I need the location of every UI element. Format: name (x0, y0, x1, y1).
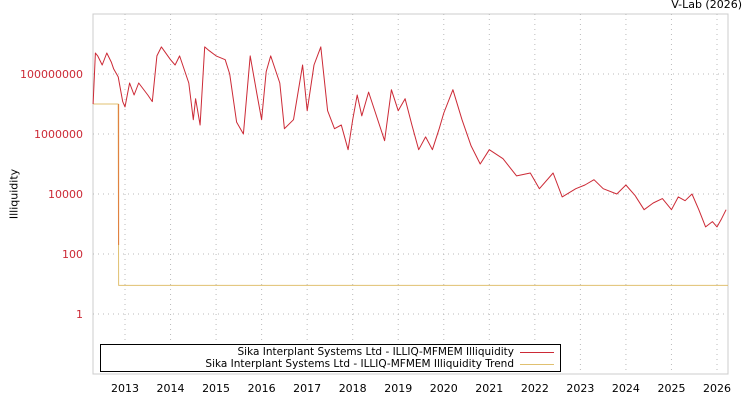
x-tick-label: 2025 (657, 382, 685, 395)
x-tick-label: 2021 (475, 382, 503, 395)
y-tick-label: 100000000 (20, 68, 83, 81)
x-tick-label: 2019 (384, 382, 412, 395)
legend-label-illiquidity: Sika Interplant Systems Ltd - ILLIQ-MFME… (237, 346, 514, 358)
chart-credit: V-Lab (2026) (671, 0, 742, 11)
x-tick-label: 2026 (703, 382, 731, 395)
legend-label-trend: Sika Interplant Systems Ltd - ILLIQ-MFME… (205, 358, 514, 370)
legend-swatch-illiquidity (520, 351, 554, 353)
y-tick-label: 100 (62, 248, 83, 261)
legend-swatch-trend (520, 363, 554, 365)
illiquidity-line (92, 46, 727, 228)
x-tick-label: 2018 (339, 382, 367, 395)
x-tick-label: 2014 (157, 382, 185, 395)
x-tick-label: 2017 (293, 382, 321, 395)
y-tick-label: 1000000 (34, 128, 83, 141)
x-tick-label: 2013 (111, 382, 139, 395)
y-tick-label: 1 (76, 308, 83, 321)
x-tick-label: 2023 (566, 382, 594, 395)
legend-item-illiquidity: Sika Interplant Systems Ltd - ILLIQ-MFME… (237, 346, 554, 358)
x-tick-label: 2016 (248, 382, 276, 395)
y-tick-label: 10000 (48, 188, 83, 201)
legend-item-trend: Sika Interplant Systems Ltd - ILLIQ-MFME… (205, 358, 554, 370)
x-tick-label: 2022 (521, 382, 549, 395)
x-tick-label: 2020 (430, 382, 458, 395)
x-tick-label: 2024 (612, 382, 640, 395)
chart-legend: Sika Interplant Systems Ltd - ILLIQ-MFME… (100, 344, 561, 372)
x-tick-label: 2015 (202, 382, 230, 395)
